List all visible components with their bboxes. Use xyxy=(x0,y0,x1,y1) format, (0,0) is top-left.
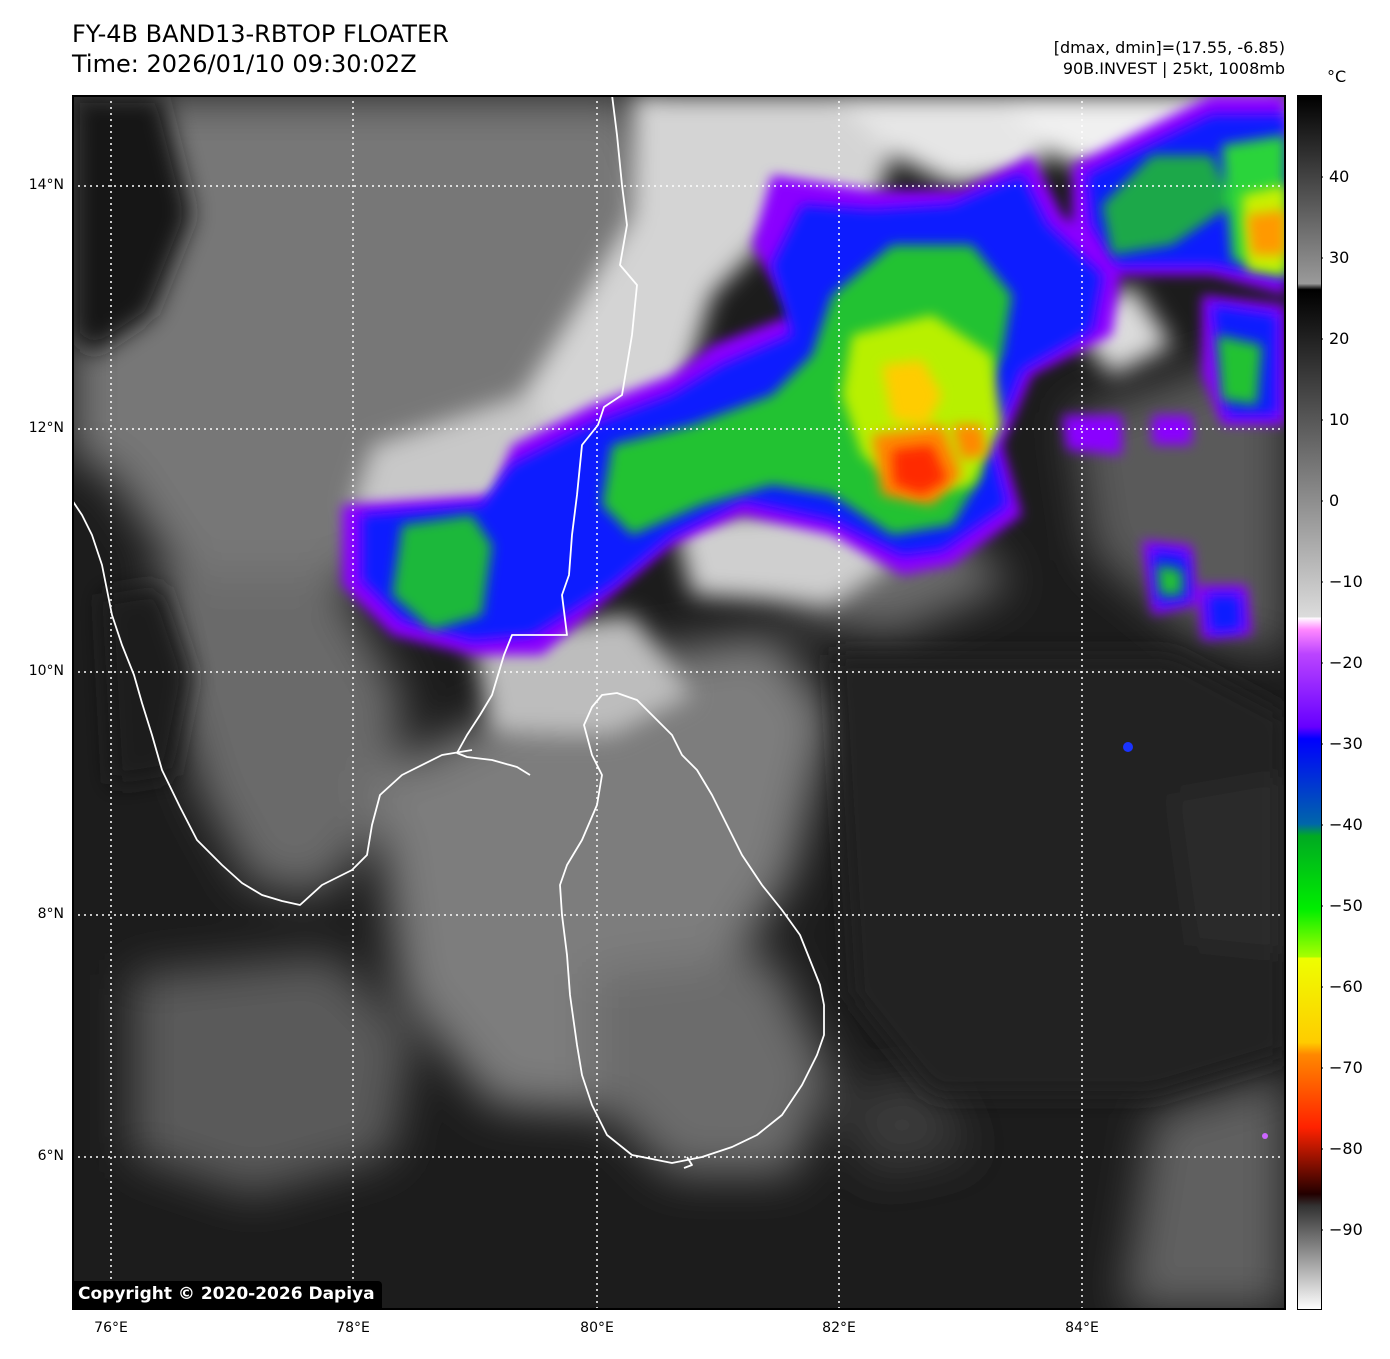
colorbar xyxy=(1297,95,1323,1310)
isolated-cell xyxy=(1123,742,1133,752)
colorbar-tick: −20 xyxy=(1329,653,1363,672)
colorbar-tick: −90 xyxy=(1329,1220,1363,1239)
map-title: FY-4B BAND13-RBTOP FLOATER xyxy=(72,20,449,48)
copyright-label: Copyright © 2020-2026 Dapiya xyxy=(73,1281,382,1308)
map-timestamp: Time: 2026/01/10 09:30:02Z xyxy=(72,50,417,78)
y-tick-6n: 6°N xyxy=(37,1148,64,1164)
colorbar-tick: 20 xyxy=(1329,329,1350,348)
x-tick-80: 80°E xyxy=(580,1320,614,1336)
x-tick-76: 76°E xyxy=(94,1320,128,1336)
satellite-ir-map xyxy=(72,95,1286,1310)
colorbar-tick: −10 xyxy=(1329,572,1363,591)
graticule xyxy=(72,95,1286,1310)
colorbar-unit: °C xyxy=(1327,67,1347,86)
y-tick-14n: 14°N xyxy=(28,177,64,193)
clear-sky-dark xyxy=(72,95,1286,1095)
colorbar-tick: 0 xyxy=(1329,491,1340,510)
coastline xyxy=(72,95,825,1169)
y-tick-10n: 10°N xyxy=(28,663,64,679)
colorbar-tick: −40 xyxy=(1329,815,1363,834)
x-tick-82: 82°E xyxy=(822,1320,856,1336)
isolated-cell xyxy=(1262,1133,1268,1139)
temperature-range: [dmax, dmin]=(17.55, -6.85) xyxy=(1053,38,1285,57)
y-tick-8n: 8°N xyxy=(37,906,64,922)
map-frame xyxy=(72,95,1286,1310)
colorbar-tick: −60 xyxy=(1329,977,1363,996)
convection-red xyxy=(892,445,947,495)
colorbar-tick: −30 xyxy=(1329,734,1363,753)
colorbar-tick: 40 xyxy=(1329,167,1350,186)
storm-info: 90B.INVEST | 25kt, 1008mb xyxy=(1062,59,1285,78)
y-tick-12n: 12°N xyxy=(28,420,64,436)
x-tick-84: 84°E xyxy=(1065,1320,1099,1336)
x-tick-78: 78°E xyxy=(336,1320,370,1336)
colorbar-tick: −50 xyxy=(1329,896,1363,915)
colorbar-tick: 10 xyxy=(1329,410,1350,429)
colorbar-tick: −70 xyxy=(1329,1058,1363,1077)
colorbar-tick: −80 xyxy=(1329,1139,1363,1158)
colorbar-tick: 30 xyxy=(1329,248,1350,267)
